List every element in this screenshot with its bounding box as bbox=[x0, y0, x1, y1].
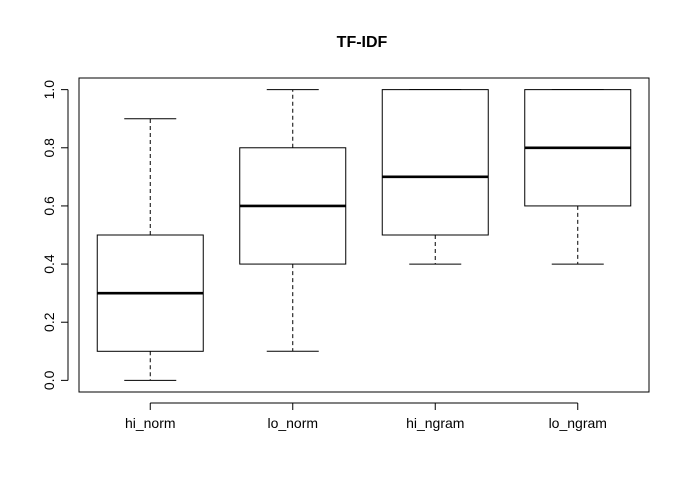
y-tick-label: 0.8 bbox=[41, 138, 57, 158]
plot-frame bbox=[78, 77, 650, 393]
x-tick-label: hi_norm bbox=[125, 415, 176, 431]
x-tick-label: hi_ngram bbox=[406, 415, 464, 431]
x-tick-label: lo_norm bbox=[267, 415, 318, 431]
box-group bbox=[96, 89, 632, 381]
box-hi_norm bbox=[96, 118, 204, 381]
chart-title: TF-IDF bbox=[337, 34, 388, 51]
y-tick-label: 0.4 bbox=[41, 254, 57, 274]
box-hi_ngram bbox=[381, 89, 489, 265]
box-lo_norm bbox=[239, 89, 347, 352]
y-tick-label: 0.0 bbox=[41, 370, 57, 390]
y-tick-label: 0.6 bbox=[41, 196, 57, 216]
y-tick-label: 1.0 bbox=[41, 80, 57, 100]
y-axis: 0.0 0.2 0.4 0.6 0.8 1.0 bbox=[41, 80, 69, 390]
iqr-box bbox=[381, 89, 489, 236]
x-axis: hi_norm lo_norm hi_ngram lo_ngram bbox=[125, 402, 607, 431]
box-lo_ngram bbox=[524, 89, 632, 265]
y-tick-label: 0.2 bbox=[41, 312, 57, 332]
x-tick-label: lo_ngram bbox=[549, 415, 607, 431]
